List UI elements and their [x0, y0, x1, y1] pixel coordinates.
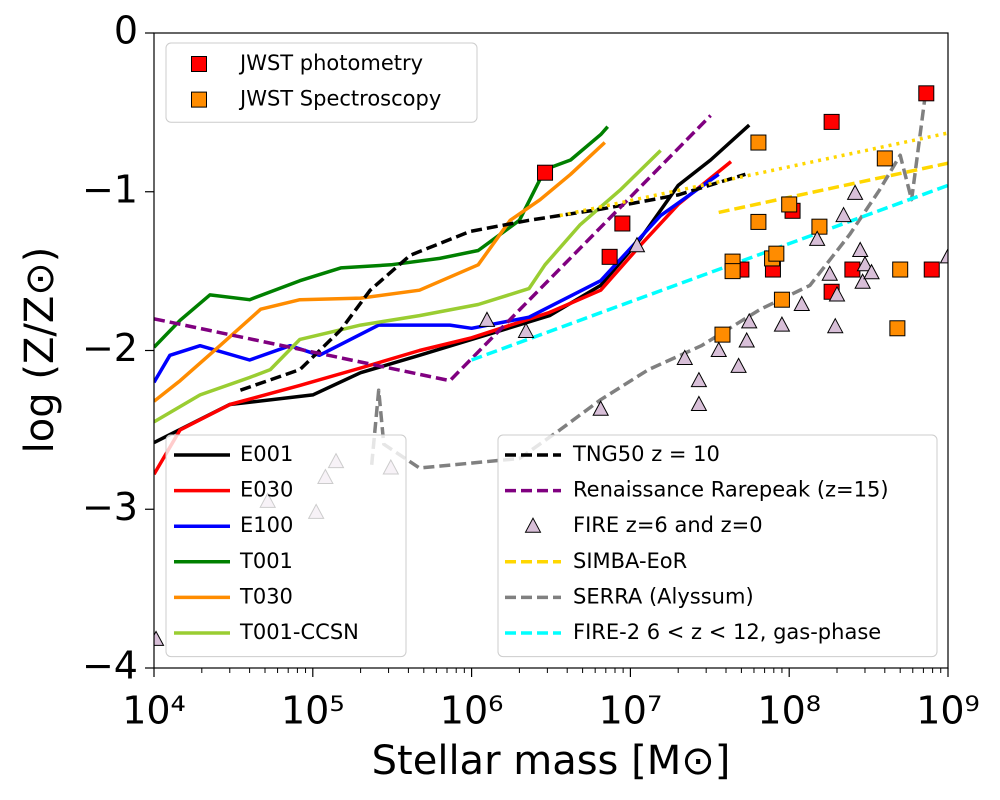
- line: [154, 172, 720, 384]
- marker: [154, 630, 165, 646]
- marker: [478, 311, 496, 327]
- legend-label: T001-CCSN: [239, 620, 359, 644]
- line: [718, 161, 948, 215]
- legend-label: JWST Spectroscopy: [238, 87, 441, 111]
- legend: TNG50 z = 10 Renaissance Rarepeak (z=15) F…: [497, 434, 938, 658]
- legend: JWST photometry JWST Spectroscopy: [165, 42, 478, 123]
- marker: [738, 331, 756, 348]
- marker: [823, 113, 840, 130]
- line: [154, 141, 606, 403]
- marker: [690, 395, 708, 411]
- marker: [808, 230, 826, 246]
- legend-label: SERRA (Alyssum): [573, 584, 754, 608]
- line: [154, 123, 751, 445]
- y-tick-label: 0: [114, 9, 138, 53]
- marker: [846, 184, 864, 200]
- legend-label: FIRE-2 6 < z < 12, gas-phase: [573, 620, 881, 644]
- line: [470, 183, 948, 362]
- legend-box: [497, 434, 938, 658]
- legend-marker: [191, 56, 207, 72]
- marker: [826, 317, 844, 334]
- line: [154, 125, 610, 349]
- marker: [918, 85, 935, 102]
- legend-label: JWST photometry: [238, 51, 423, 75]
- marker: [710, 341, 728, 357]
- marker: [876, 150, 893, 167]
- line: [154, 114, 712, 383]
- marker: [690, 371, 708, 388]
- marker: [892, 261, 909, 278]
- marker: [714, 326, 731, 343]
- legend-label: TNG50 z = 10: [572, 442, 720, 466]
- marker: [781, 196, 798, 213]
- legend-marker: [524, 517, 542, 533]
- marker: [724, 263, 741, 280]
- marker: [773, 291, 790, 308]
- marker: [835, 206, 852, 223]
- marker: [854, 273, 871, 289]
- marker: [773, 316, 791, 332]
- marker: [628, 236, 646, 253]
- x-axis-label: Stellar mass [M⊙]: [372, 738, 731, 784]
- marker: [821, 265, 839, 281]
- x-tick-label: 10⁹: [916, 689, 980, 733]
- marker: [923, 261, 940, 278]
- marker: [750, 213, 767, 230]
- marker: [863, 263, 880, 280]
- plot-frame: [153, 32, 949, 669]
- marker: [828, 285, 846, 302]
- marker: [740, 312, 758, 329]
- x-tick-label: 10⁷: [599, 689, 663, 733]
- line: [559, 131, 948, 218]
- marker: [730, 357, 747, 373]
- marker: [851, 241, 869, 257]
- line: [154, 160, 733, 476]
- legend-label: Renaissance Rarepeak (z=15): [573, 478, 889, 502]
- legend-label: E001: [240, 442, 293, 466]
- y-tick-label: −2: [82, 326, 138, 370]
- line: [239, 172, 746, 392]
- y-axis-label: log (Z/Z⊙): [17, 247, 63, 454]
- legend-label: FIRE z=6 and z=0: [573, 513, 763, 537]
- marker: [517, 322, 535, 338]
- marker: [793, 295, 811, 311]
- legend-label: T001: [239, 549, 293, 573]
- marker: [592, 400, 610, 416]
- marker: [614, 215, 631, 232]
- marker: [856, 255, 874, 272]
- x-tick-label: 10⁴: [122, 689, 186, 733]
- y-tick-label: −1: [82, 167, 138, 211]
- x-tick-label: 10⁶: [440, 689, 504, 733]
- marker: [601, 248, 618, 265]
- x-tick-label: 10⁸: [757, 689, 821, 733]
- legend-label: SIMBA-EoR: [573, 549, 687, 573]
- marker: [768, 245, 785, 262]
- marker: [889, 320, 906, 337]
- legend-marker: [191, 91, 207, 108]
- legend-label: E100: [240, 513, 293, 537]
- legend-label: E030: [240, 478, 293, 502]
- line: [369, 94, 928, 470]
- plot-area: [154, 85, 948, 646]
- line: [154, 149, 662, 424]
- legend: E001 E030 E100 T001 T030 T001-CCSN: [165, 434, 407, 658]
- x-tick-label: 10⁵: [281, 689, 345, 733]
- y-tick-label: −3: [82, 485, 138, 529]
- y-tick-label: −4: [82, 644, 138, 688]
- marker: [811, 218, 828, 235]
- marker: [750, 134, 767, 151]
- legend-box: [165, 42, 478, 123]
- marker: [939, 247, 948, 264]
- legend-label: T030: [239, 584, 293, 608]
- marker: [676, 349, 694, 365]
- marker: [537, 164, 554, 181]
